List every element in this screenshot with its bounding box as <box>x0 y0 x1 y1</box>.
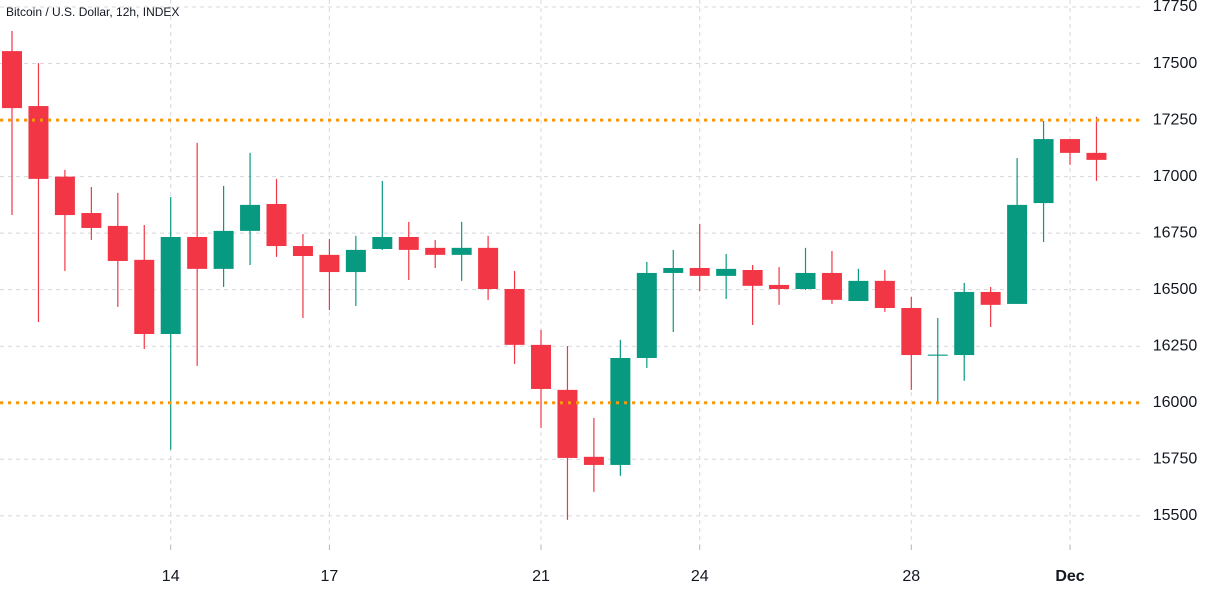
candle-body <box>187 236 208 269</box>
y-tick-label: 16750 <box>1153 224 1198 241</box>
y-tick-label: 16250 <box>1153 337 1198 354</box>
candle-body <box>874 280 895 309</box>
candle-body <box>425 247 446 255</box>
y-tick-label: 15500 <box>1153 507 1198 524</box>
candle-body <box>345 249 366 273</box>
candle-body <box>610 357 631 465</box>
candle-body <box>821 272 842 300</box>
candle-body <box>769 284 790 290</box>
candle-body <box>160 236 181 335</box>
candle-body <box>213 230 234 269</box>
candle-body <box>980 291 1001 305</box>
x-tick-label: 14 <box>162 568 180 585</box>
candle-body <box>319 254 340 273</box>
candle-body <box>795 272 816 290</box>
candle-body <box>372 236 393 249</box>
candle-body <box>663 267 684 273</box>
candle-body <box>1060 139 1081 153</box>
candle-body <box>107 225 128 261</box>
candle-body <box>1007 204 1028 304</box>
candle-body <box>848 280 869 301</box>
y-tick-label: 17750 <box>1153 0 1198 15</box>
y-tick-label: 15750 <box>1153 451 1198 468</box>
candle-body <box>504 289 525 345</box>
candle-body <box>134 259 155 335</box>
candle-body <box>1033 139 1054 204</box>
candle-body <box>716 268 737 276</box>
y-tick-label: 16500 <box>1153 281 1198 298</box>
candle-body <box>266 203 287 247</box>
y-tick-label: 16000 <box>1153 394 1198 411</box>
candle-body <box>1086 152 1107 160</box>
candle-body <box>557 389 578 458</box>
y-tick-label: 17500 <box>1153 55 1198 72</box>
candle-body <box>451 247 472 255</box>
candle-body <box>636 272 657 358</box>
x-tick-label: 17 <box>321 568 339 585</box>
x-tick-label: 24 <box>691 568 709 585</box>
candle-body <box>927 354 948 356</box>
y-tick-label: 17000 <box>1153 168 1198 185</box>
y-tick-label: 17250 <box>1153 111 1198 128</box>
candle-body <box>2 51 23 109</box>
candle-body <box>954 291 975 356</box>
candle-body <box>54 176 75 216</box>
candle-body <box>398 236 419 250</box>
candle-body <box>531 344 552 389</box>
chart-title: Bitcoin / U.S. Dollar, 12h, INDEX <box>6 5 179 19</box>
candle-body <box>689 267 710 276</box>
candle-body <box>28 106 49 179</box>
x-tick-label: 21 <box>532 568 550 585</box>
candle-body <box>478 247 499 290</box>
candle-body <box>292 246 313 256</box>
x-tick-label: Dec <box>1055 568 1084 585</box>
candle-body <box>240 204 261 231</box>
candle-body <box>901 308 922 356</box>
candle-body <box>742 270 763 286</box>
x-tick-label: 28 <box>902 568 920 585</box>
candle-body <box>81 213 102 228</box>
candle-body <box>583 456 604 465</box>
